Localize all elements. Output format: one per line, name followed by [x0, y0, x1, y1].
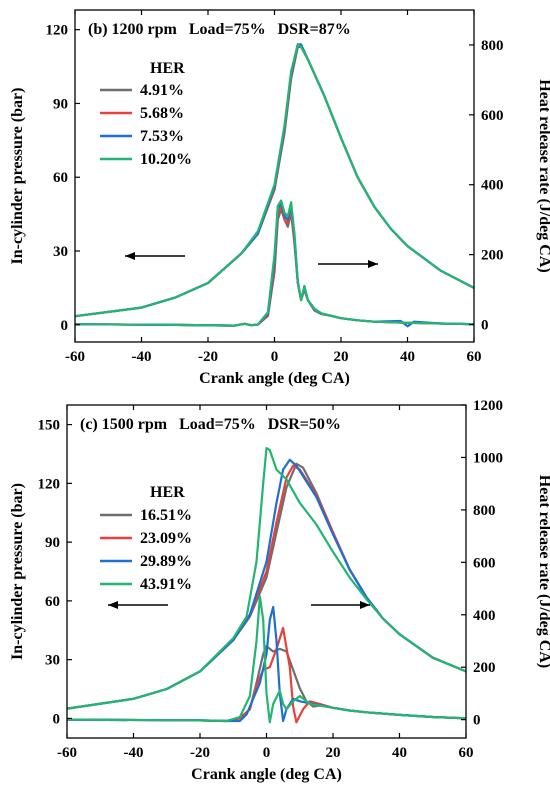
y2-tick-label: 0	[481, 318, 489, 334]
y-axis-label: In-cylinder pressure (bar)	[9, 88, 26, 265]
y2-tick-label: 400	[481, 178, 504, 194]
y-tick-label: 60	[53, 170, 68, 186]
legend-label-series-2: 5.68%	[140, 105, 184, 122]
x-tick-label: -20	[190, 745, 210, 761]
legend-label-series-1: 4.91%	[140, 82, 184, 99]
y-tick-label: 120	[38, 476, 61, 492]
y2-tick-label: 200	[481, 248, 504, 264]
right-axis-arrow-head	[368, 260, 378, 268]
hrr-line-series-4	[75, 199, 474, 327]
legend-label-series-2: 23.09%	[140, 530, 192, 547]
hrr-line-series-4	[67, 595, 466, 724]
y-tick-label: 90	[53, 96, 68, 112]
y2-tick-label: 200	[473, 660, 496, 676]
y-tick-label: 120	[46, 23, 69, 39]
y-tick-label: 90	[45, 535, 60, 551]
x-tick-label: 40	[392, 745, 407, 761]
y2-axis-label: Heat release rate (J/deg CA)	[536, 79, 550, 272]
left-axis-arrow-head	[125, 252, 135, 260]
x-tick-label: 20	[326, 745, 341, 761]
y-tick-label: 0	[53, 711, 61, 727]
x-tick-label: -40	[124, 745, 144, 761]
y2-tick-label: 400	[473, 608, 496, 624]
chart-panel-c: -60 -40 -20 0 20 40 60030609012015002004006008…	[9, 398, 550, 783]
y-axis-label: In-cylinder pressure (bar)	[9, 483, 26, 660]
x-tick-label: -20	[198, 349, 218, 365]
pressure-line-series-4	[75, 43, 474, 318]
plot-frame	[74, 9, 475, 343]
y-tick-label: 30	[53, 244, 68, 260]
legend-label-series-4: 10.20%	[140, 151, 192, 168]
y-tick-label: 150	[38, 418, 61, 434]
x-tick-label: -40	[132, 349, 152, 365]
legend: HER 4.91% 5.68% 7.53% 10.20%	[100, 60, 192, 168]
y2-tick-label: 600	[481, 108, 504, 124]
y2-tick-label: 1200	[473, 398, 503, 414]
legend: HER 16.51% 23.09% 29.89% 43.91%	[100, 484, 192, 593]
panel-annotation: (b) 1200 rpm Load=75% DSR=87%	[88, 21, 351, 38]
series-lines	[67, 447, 466, 724]
legend-label-series-3: 7.53%	[140, 128, 184, 145]
x-tick-label: 20	[334, 349, 349, 365]
legend-title: HER	[150, 484, 185, 501]
x-tick-label: 60	[459, 745, 474, 761]
x-tick-label: -60	[65, 349, 85, 365]
y2-tick-label: 800	[481, 38, 504, 54]
chart-panel-b: -60 -40 -20 0 20 40 6003060901200200400600800C…	[9, 9, 550, 387]
x-tick-label: 60	[467, 349, 482, 365]
y2-tick-label: 1000	[473, 450, 503, 466]
x-tick-label: 0	[271, 349, 279, 365]
x-tick-label: 0	[263, 745, 271, 761]
y-tick-label: 0	[61, 318, 69, 334]
x-axis-label: Crank angle (deg CA)	[199, 370, 350, 387]
series-lines	[75, 43, 474, 328]
y-tick-label: 60	[45, 594, 60, 610]
right-axis-arrow-head	[360, 601, 370, 609]
y-tick-label: 30	[45, 653, 60, 669]
y2-axis-label: Heat release rate (J/deg CA)	[536, 475, 550, 668]
panel-annotation: (c) 1500 rpm Load=75% DSR=50%	[80, 416, 341, 433]
legend-label-series-3: 29.89%	[140, 553, 192, 570]
left-axis-arrow-head	[108, 601, 118, 609]
legend-label-series-4: 43.91%	[140, 576, 192, 593]
x-tick-label: 40	[400, 349, 415, 365]
legend-title: HER	[150, 60, 185, 77]
y2-tick-label: 0	[473, 713, 481, 729]
x-axis-label: Crank angle (deg CA)	[191, 766, 342, 783]
x-tick-label: -60	[57, 745, 77, 761]
y2-tick-label: 600	[473, 555, 496, 571]
pressure-line-series-4	[67, 447, 466, 710]
legend-label-series-1: 16.51%	[140, 507, 192, 524]
y2-tick-label: 800	[473, 503, 496, 519]
hrr-line-series-3	[67, 605, 466, 723]
